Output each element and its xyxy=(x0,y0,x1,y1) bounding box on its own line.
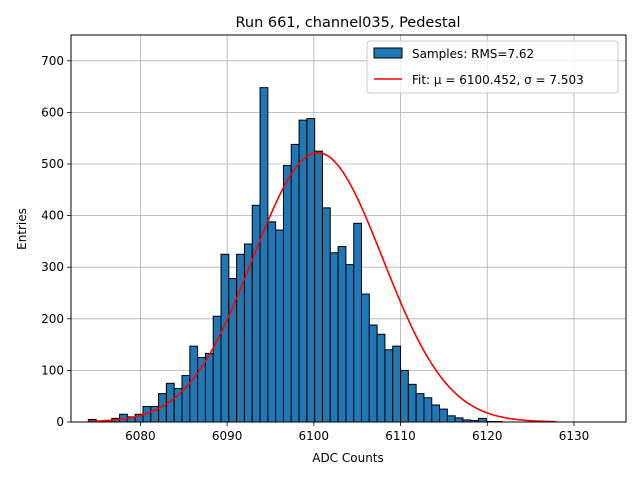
plot-frame xyxy=(70,34,627,423)
histogram-bar xyxy=(306,118,316,423)
x-tick-label: 6110 xyxy=(385,429,416,443)
histogram-bar xyxy=(439,408,448,423)
histogram-bar xyxy=(376,333,386,423)
legend-label-fit: Fit: μ = 6100.452, σ = 7.503 xyxy=(412,73,584,87)
histogram-bar xyxy=(384,349,394,423)
histogram-bar xyxy=(454,417,464,423)
histogram-bar xyxy=(189,345,199,423)
histogram-bar xyxy=(361,293,370,423)
histogram-bar xyxy=(314,150,323,423)
histogram-bar xyxy=(337,246,347,423)
y-tick-label: 500 xyxy=(41,157,64,171)
x-axis-label: ADC Counts xyxy=(312,451,384,465)
histogram-bar xyxy=(236,253,245,423)
histogram-bar xyxy=(290,143,300,423)
fit-curve-layer xyxy=(88,151,557,423)
histogram-bar xyxy=(298,119,308,423)
histogram-bar xyxy=(282,165,292,423)
histogram-bar xyxy=(353,222,363,423)
histogram-bar xyxy=(368,324,378,423)
y-tick-label: 600 xyxy=(41,105,64,119)
histogram-bars xyxy=(87,87,503,423)
y-tick-label: 400 xyxy=(41,209,64,223)
x-tick-label: 6100 xyxy=(299,429,330,443)
chart-title: Run 661, channel035, Pedestal xyxy=(235,15,460,31)
histogram-bar xyxy=(400,369,409,423)
y-tick-label: 700 xyxy=(41,54,64,68)
legend-swatch-samples xyxy=(373,47,403,59)
histogram-bar xyxy=(431,404,441,423)
y-tick-label: 300 xyxy=(41,260,64,274)
histogram-bar xyxy=(181,375,191,423)
y-tick-label: 100 xyxy=(41,363,64,377)
histogram-bar xyxy=(267,221,277,423)
histogram-bar xyxy=(415,393,425,423)
legend-box xyxy=(366,40,619,94)
x-tick-label: 6120 xyxy=(472,429,503,443)
y-tick-label: 0 xyxy=(56,415,64,429)
histogram-bar xyxy=(220,253,230,423)
x-tick-label: 6090 xyxy=(212,429,243,443)
y-tick-label: 200 xyxy=(41,312,64,326)
histogram-bar xyxy=(407,383,417,423)
histogram-bar xyxy=(321,207,331,423)
histogram-bar xyxy=(275,229,284,423)
histogram-bar xyxy=(204,352,214,423)
axis-ticks: 6080 6090 6100 6110 6120 6130 0 100 200 300 400 500… xyxy=(41,54,589,443)
histogram-bar xyxy=(212,315,222,423)
histogram-bar xyxy=(329,252,339,423)
legend: Samples: RMS=7.62 Fit: μ = 6100.452, σ =… xyxy=(366,40,619,94)
legend-label-samples: Samples: RMS=7.62 xyxy=(412,47,534,61)
x-tick-label: 6080 xyxy=(125,429,156,443)
histogram-bar xyxy=(446,415,456,423)
histogram-bar xyxy=(259,87,269,423)
histogram-bar xyxy=(423,397,433,423)
histogram-bar xyxy=(478,417,487,423)
y-axis-label: Entries xyxy=(15,208,29,250)
x-tick-label: 6130 xyxy=(559,429,590,443)
histogram-bar xyxy=(251,204,261,423)
histogram-bar xyxy=(345,264,355,423)
histogram-bar xyxy=(392,345,402,423)
fit-curve xyxy=(88,151,557,423)
